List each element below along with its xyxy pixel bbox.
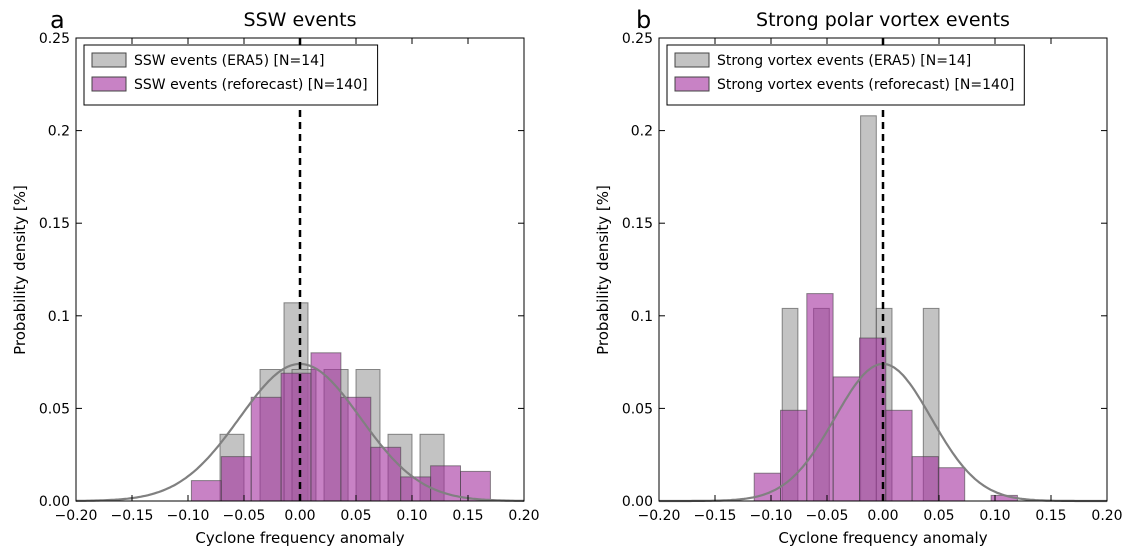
panel-a-x-tick-label-3: −0.05: [223, 508, 266, 524]
panel-a-y-axis-label: Probability density [%]: [11, 185, 29, 355]
panel-b-legend-label-0: Strong vortex events (ERA5) [N=14]: [717, 53, 971, 69]
panel-b-x-tick-label-3: −0.05: [806, 508, 849, 524]
panel-b-legend-label-1: Strong vortex events (reforecast) [N=140…: [717, 77, 1014, 93]
panel-a-x-tick-label-0: −0.20: [55, 508, 98, 524]
panel-a-x-tick-label-2: −0.10: [167, 508, 210, 524]
panel-a-title: SSW events: [244, 9, 357, 31]
panel-b-letter: b: [636, 6, 651, 34]
panel-b-series-1-bar-1: [780, 409, 808, 502]
panel-b-legend-box: [666, 44, 1025, 106]
panel-a-x-tick-label-1: −0.15: [111, 508, 154, 524]
panel-b-x-tick-label-6: 0.10: [979, 508, 1010, 524]
panel-a-series-1-bar-7: [400, 476, 432, 502]
panel-b-x-tick-label-2: −0.10: [750, 508, 793, 524]
panel-a-series-1-bar-3: [280, 372, 312, 502]
panel-b-y-axis-label: Probability density [%]: [594, 185, 612, 355]
panel-b-series-1-bar-6: [911, 456, 939, 502]
panel-b-legend: Strong vortex events (ERA5) [N=14] Strong…: [666, 44, 1025, 106]
panel-a-x-tick-label-5: 0.05: [340, 508, 371, 524]
panel-a-legend-box: [83, 44, 379, 106]
panel-a-y-tick-label-3: 0.15: [39, 216, 70, 232]
panel-b-y-tick-label-3: 0.15: [622, 216, 653, 232]
panel-a-letter: a: [50, 6, 65, 34]
panel-a-y-tick-label-0: 0.00: [39, 494, 70, 510]
panel-b-x-tick-label-8: 0.20: [1091, 508, 1122, 524]
panel-a-x-tick-label-7: 0.15: [452, 508, 483, 524]
panel-b-legend-swatch-1: [674, 76, 710, 92]
panel-a-x-tick-label-6: 0.10: [396, 508, 427, 524]
panel-b-y-tick-label-1: 0.05: [622, 401, 653, 417]
panel-a-series-1-bar-0: [190, 480, 222, 502]
panel-a-legend-swatch-1: [91, 76, 127, 92]
panel-a-y-tick-label-2: 0.1: [48, 309, 70, 325]
panel-b-title: Strong polar vortex events: [756, 9, 1010, 31]
panel-b-y-tick-label-0: 0.00: [622, 494, 653, 510]
panel-a-y-tick-label-4: 0.2: [48, 124, 70, 140]
panel-a-legend-label-1: SSW events (reforecast) [N=140]: [134, 77, 368, 93]
panel-a-series-1-bar-5: [340, 396, 372, 502]
panel-a-x-tick-label-4: 0.00: [284, 508, 315, 524]
panel-a-series-1-bar-6: [370, 446, 402, 502]
panel-b-x-tick-label-0: −0.20: [638, 508, 681, 524]
panel-b-x-axis-label: Cyclone frequency anomaly: [778, 529, 987, 547]
panel-b-x-tick-label-5: 0.05: [923, 508, 954, 524]
panel-a-legend-swatch-0: [91, 52, 127, 68]
panel-b-y-tick-label-2: 0.1: [631, 309, 653, 325]
panel-a-x-axis-label: Cyclone frequency anomaly: [195, 529, 404, 547]
panel-a-y-tick-label-1: 0.05: [39, 401, 70, 417]
panel-b-x-tick-label-7: 0.15: [1035, 508, 1066, 524]
panel-b-x-tick-label-4: 0.00: [867, 508, 898, 524]
panel-a-legend-label-0: SSW events (ERA5) [N=14]: [134, 53, 325, 69]
panel-a-series-1-bar-1: [220, 456, 252, 502]
panel-a: a SSW events Cyclone frequency anomaly P…: [11, 6, 540, 547]
panel-b: b Strong polar vortex events Cyclone fre…: [594, 6, 1123, 547]
panel-b-series-1-bar-5: [885, 409, 913, 502]
panel-b-legend-swatch-0: [674, 52, 710, 68]
panel-a-x-tick-label-8: 0.20: [508, 508, 539, 524]
panel-a-series-1-bar-9: [460, 470, 491, 502]
panel-b-x-tick-label-1: −0.15: [694, 508, 737, 524]
panel-b-series-1-bar-3: [832, 376, 861, 502]
panel-a-series-1-bar-2: [250, 396, 282, 502]
panel-b-y-tick-label-4: 0.2: [631, 124, 653, 140]
panel-b-y-tick-label-5: 0.25: [622, 31, 653, 47]
panel-a-y-tick-label-5: 0.25: [39, 31, 70, 47]
panel-b-series-1-bar-7: [937, 467, 966, 502]
panel-a-legend: SSW events (ERA5) [N=14] SSW events (refo…: [83, 44, 379, 106]
panel-b-series-1-bar-2: [806, 293, 834, 502]
